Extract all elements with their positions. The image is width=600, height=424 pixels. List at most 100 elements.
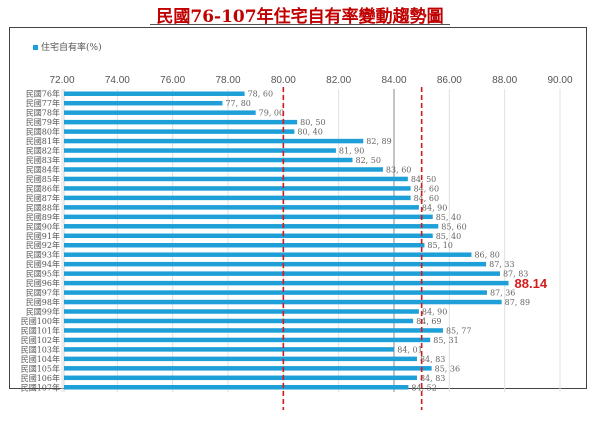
category-label: 民國102年: [21, 335, 60, 345]
bar: [64, 157, 353, 163]
category-label: 民國77年: [26, 98, 60, 108]
value-label: 85, 77: [446, 326, 471, 335]
x-axis-ticks: 72.00 74.00 76.00 78.00 80.00 82.00 84.00 86.00…: [49, 75, 572, 86]
highlight-value-label: 88.14: [515, 276, 548, 291]
bar: [64, 347, 395, 352]
bar: [64, 167, 383, 172]
category-label: 民國107年: [21, 382, 60, 392]
value-label: 87, 83: [503, 270, 528, 279]
category-label: 民國78年: [26, 108, 60, 118]
value-label: 84, 83: [420, 355, 445, 364]
category-label: 民國86年: [26, 183, 60, 193]
category-label: 民國89年: [26, 212, 60, 222]
x-tick-label: 78.00: [215, 75, 240, 86]
value-label: 80, 50: [300, 118, 325, 127]
category-label: 民國76年: [26, 89, 60, 99]
bar: [64, 299, 502, 305]
category-label: 民國97年: [26, 288, 60, 298]
x-tick-label: 84.00: [381, 75, 406, 86]
x-tick-label: 76.00: [160, 75, 185, 86]
bar: [64, 205, 419, 210]
value-label: 82, 50: [356, 156, 381, 165]
bar: [64, 318, 414, 324]
value-label: 83, 60: [386, 165, 411, 174]
value-label: 86, 80: [474, 251, 499, 260]
category-label: 民國79年: [26, 117, 60, 127]
value-label: 80, 40: [297, 128, 322, 137]
category-label: 民國88年: [26, 202, 60, 212]
category-label: 民國93年: [26, 250, 60, 260]
legend: 住宅自有率(%): [33, 41, 102, 53]
bars: [64, 91, 509, 390]
bar: [64, 290, 487, 295]
bar: [64, 385, 409, 390]
bar: [64, 195, 411, 201]
category-label: 民國85年: [26, 174, 60, 184]
title-underline: [150, 24, 450, 25]
value-label: 84, 90: [422, 203, 447, 212]
value-label: 85, 31: [433, 336, 458, 345]
category-label: 民國101年: [21, 325, 60, 335]
category-label: 民國96年: [26, 278, 60, 288]
value-label: 81, 90: [339, 147, 364, 156]
bar: [64, 119, 298, 125]
value-label: 78, 60: [248, 90, 273, 99]
bar: [64, 280, 509, 286]
bar: [64, 337, 431, 343]
bar: [64, 271, 500, 276]
x-tick-label: 80.00: [271, 75, 296, 86]
bar: [64, 233, 433, 239]
bar: [64, 176, 408, 182]
bar: [64, 110, 256, 115]
category-label: 民國82年: [26, 146, 60, 156]
chart-title: 民國76-107年住宅自有率變動趨勢圖: [156, 7, 444, 27]
value-label: 85, 60: [441, 222, 466, 231]
x-tick-label: 88.00: [492, 75, 517, 86]
value-label: 84, 69: [416, 317, 441, 326]
value-label: 85, 40: [436, 232, 461, 241]
category-label: 民國106年: [21, 373, 60, 383]
bar: [64, 148, 336, 153]
bar: [64, 309, 419, 314]
x-tick-label: 82.00: [326, 75, 351, 86]
value-label: 85, 40: [436, 213, 461, 222]
category-label: 民國95年: [26, 269, 60, 279]
value-label: 87, 89: [505, 298, 530, 307]
x-tick-label: 90.00: [547, 75, 572, 86]
bar: [64, 252, 472, 257]
value-label: 84, 60: [414, 184, 439, 193]
bar: [64, 375, 417, 381]
category-label: 民國83年: [26, 155, 60, 165]
value-label: 87, 33: [489, 260, 514, 269]
category-label: 民國90年: [26, 221, 60, 231]
value-label: 85, 36: [435, 364, 460, 373]
reference-lines: [282, 87, 423, 410]
category-label: 民國84年: [26, 164, 60, 174]
bar: [64, 224, 439, 229]
bar: [64, 366, 432, 371]
category-label: 民國105年: [21, 363, 60, 373]
category-label: 民國81年: [26, 136, 60, 146]
x-tick-label: 86.00: [437, 75, 462, 86]
value-label: 84, 50: [411, 175, 436, 184]
value-label: 79, 00: [259, 109, 284, 118]
value-label: 84, 01: [397, 345, 422, 354]
bar: [64, 186, 411, 191]
value-label: 87, 36: [490, 289, 515, 298]
value-label: 84, 52: [411, 383, 436, 392]
bar: [64, 242, 425, 248]
legend-label: 住宅自有率(%): [41, 41, 102, 53]
bar: [64, 138, 364, 144]
category-label: 民國98年: [26, 297, 60, 307]
category-labels: 民國76年民國77年民國78年民國79年民國80年民國81年民國82年民國83年…: [21, 89, 60, 393]
value-label: 85, 10: [427, 241, 452, 250]
bar: [64, 129, 295, 134]
bar: [64, 328, 443, 333]
bar: [64, 261, 487, 267]
category-label: 民國100年: [21, 316, 60, 326]
category-label: 民國94年: [26, 259, 60, 269]
category-label: 民國91年: [26, 231, 60, 241]
value-label: 82, 89: [366, 137, 391, 146]
